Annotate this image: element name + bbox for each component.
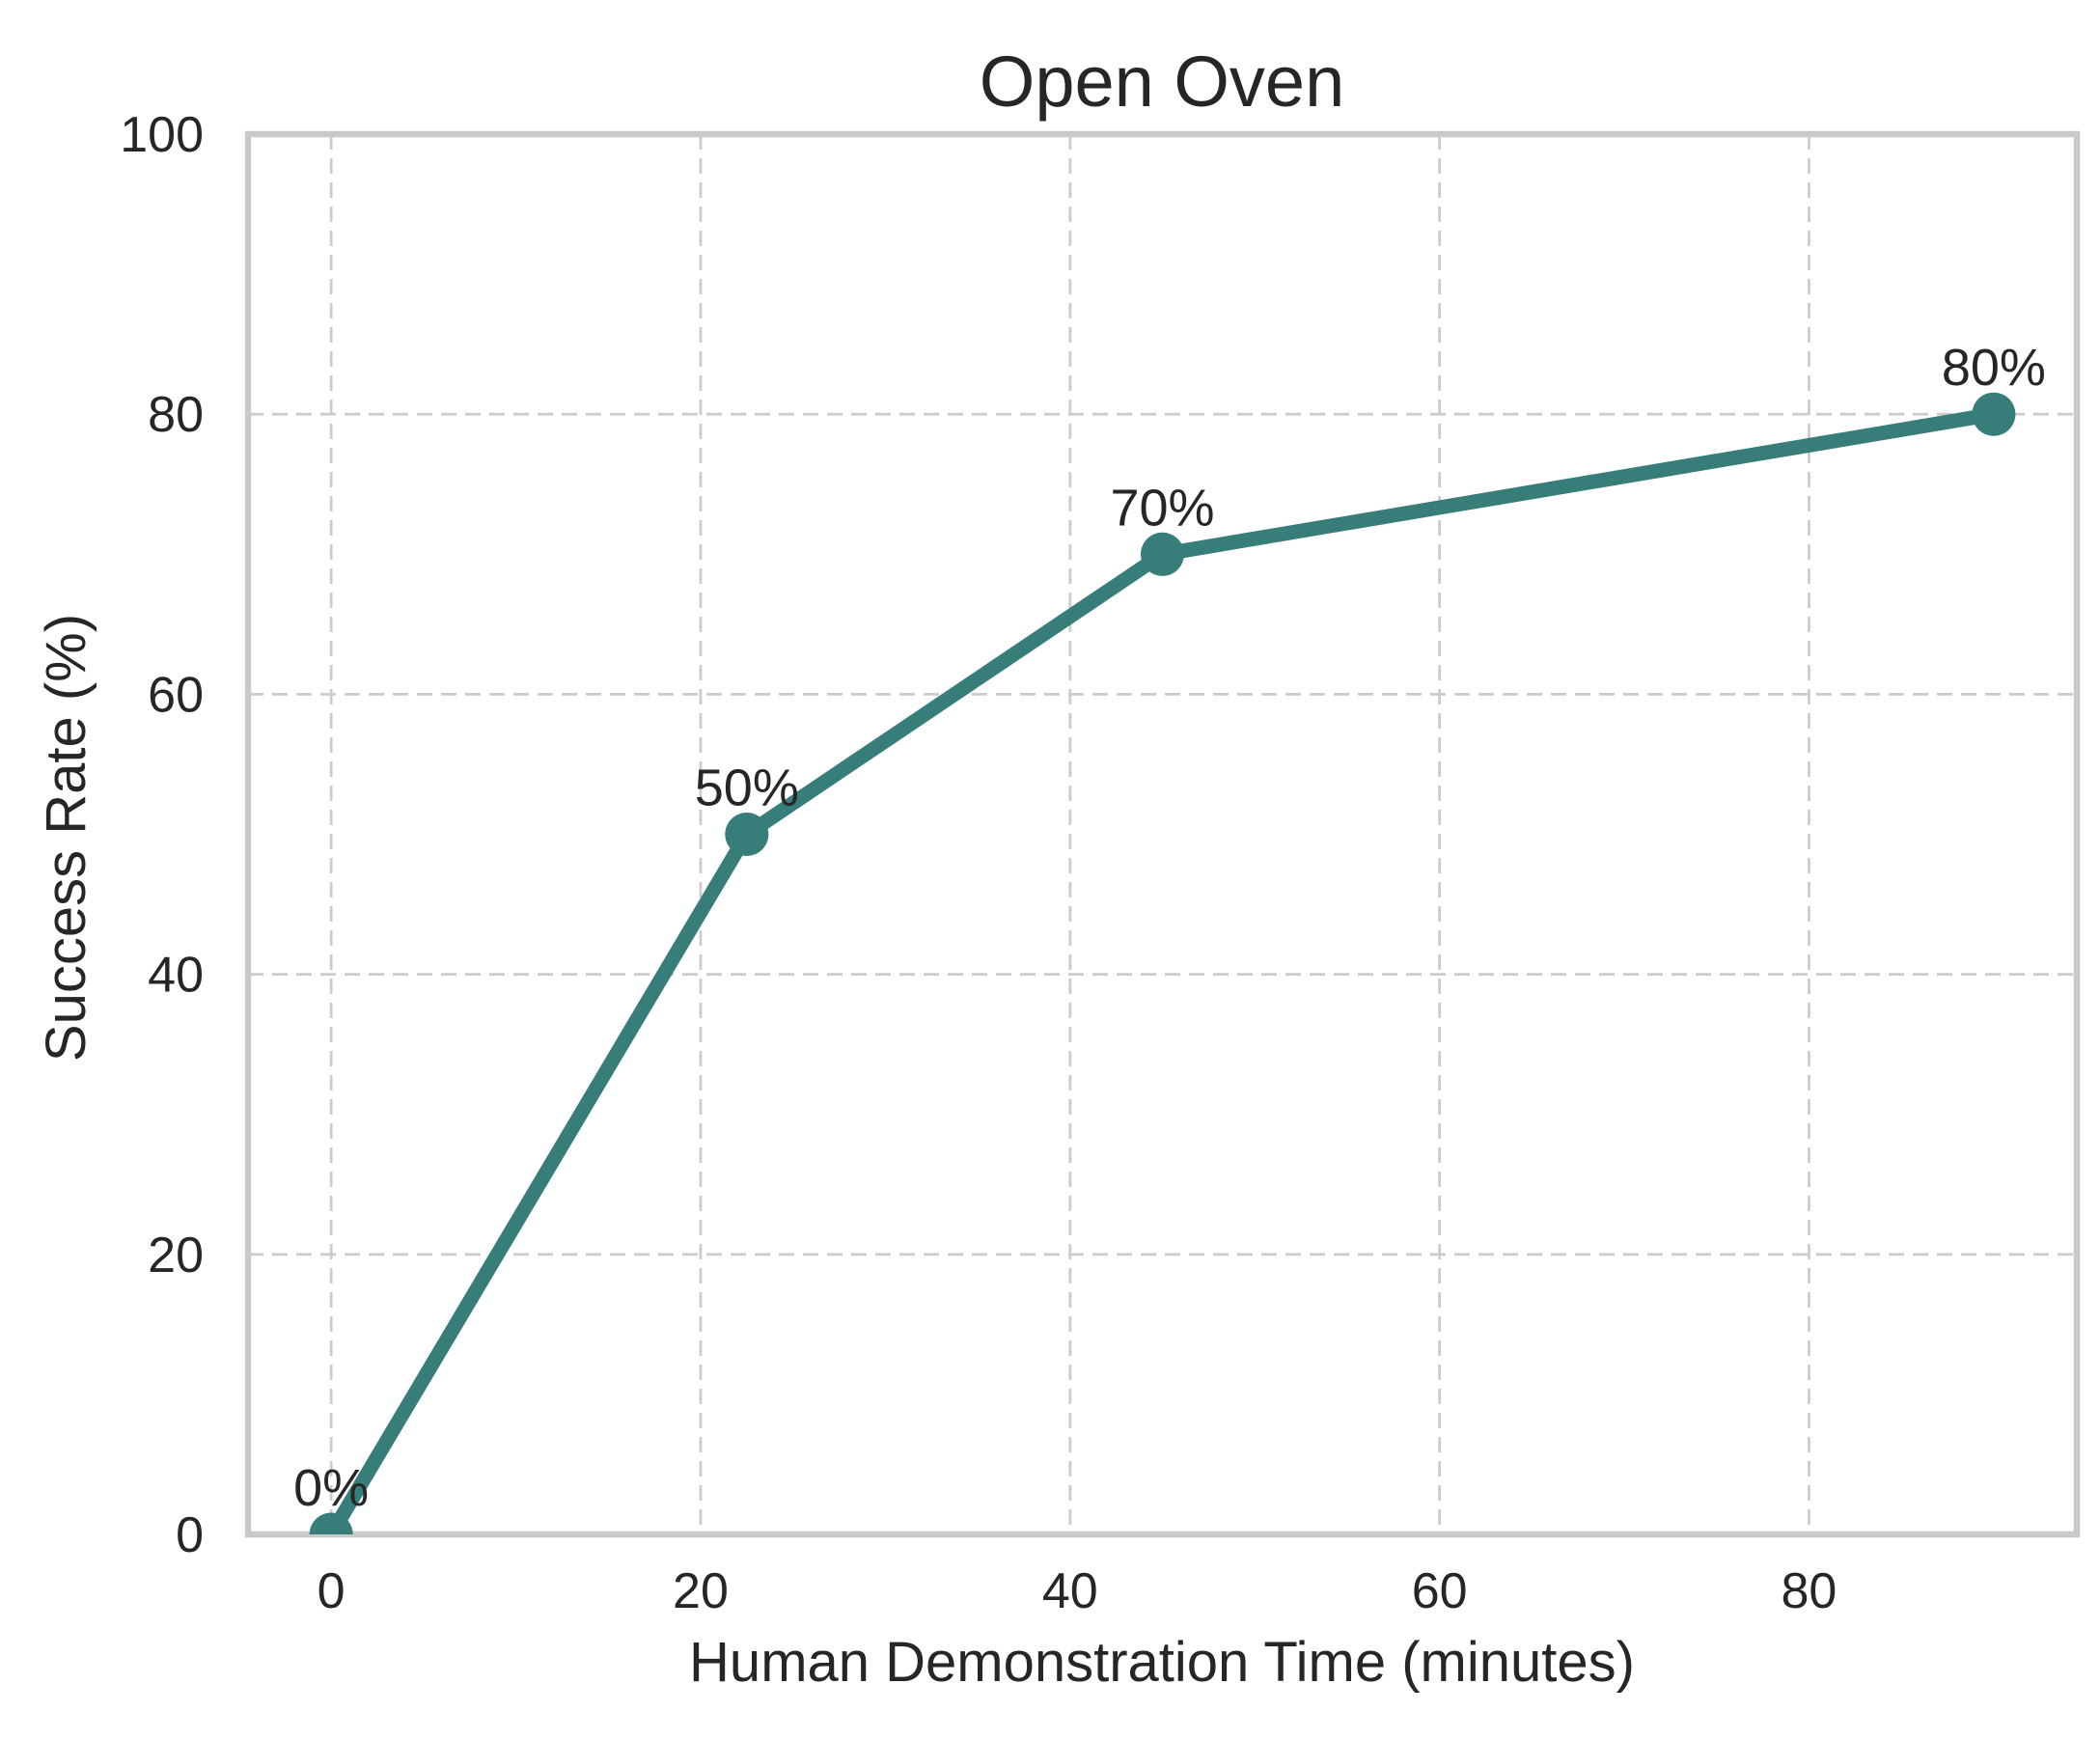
x-tick-label: 60	[1412, 1563, 1468, 1619]
y-tick-label: 0	[176, 1507, 204, 1563]
y-axis-label: Success Rate (%)	[35, 614, 97, 1062]
tick-labels-group: 0 20 40 60 80 0 20 40 60 80 100	[120, 107, 1837, 1619]
y-tick-label: 40	[148, 948, 204, 1004]
x-tick-label: 0	[318, 1563, 345, 1619]
x-tick-label: 40	[1042, 1563, 1098, 1619]
x-tick-label: 20	[673, 1563, 729, 1619]
data-point-marker	[1141, 532, 1184, 576]
y-tick-label: 60	[148, 667, 204, 723]
series-group	[309, 392, 2016, 1534]
data-point-label: 50%	[695, 759, 799, 817]
gridlines	[248, 132, 2077, 1536]
data-point-label: 80%	[1942, 339, 2046, 397]
y-tick-label: 20	[148, 1228, 204, 1284]
success-rate-line	[323, 406, 2002, 1534]
y-tick-label: 100	[120, 107, 204, 163]
data-point-marker	[725, 813, 769, 856]
data-point-marker	[1972, 392, 2016, 436]
x-tick-label: 80	[1782, 1563, 1838, 1619]
chart-title: Open Oven	[980, 41, 1344, 122]
data-point-marker	[309, 1512, 353, 1534]
data-point-label: 0%	[293, 1459, 369, 1517]
x-axis-label: Human Demonstration Time (minutes)	[689, 1631, 1635, 1694]
y-tick-label: 80	[148, 387, 204, 443]
data-point-label: 70%	[1110, 479, 1214, 537]
plot-border	[244, 130, 2081, 1538]
annotations-group: 0% 50% 70% 80%	[293, 339, 2046, 1517]
